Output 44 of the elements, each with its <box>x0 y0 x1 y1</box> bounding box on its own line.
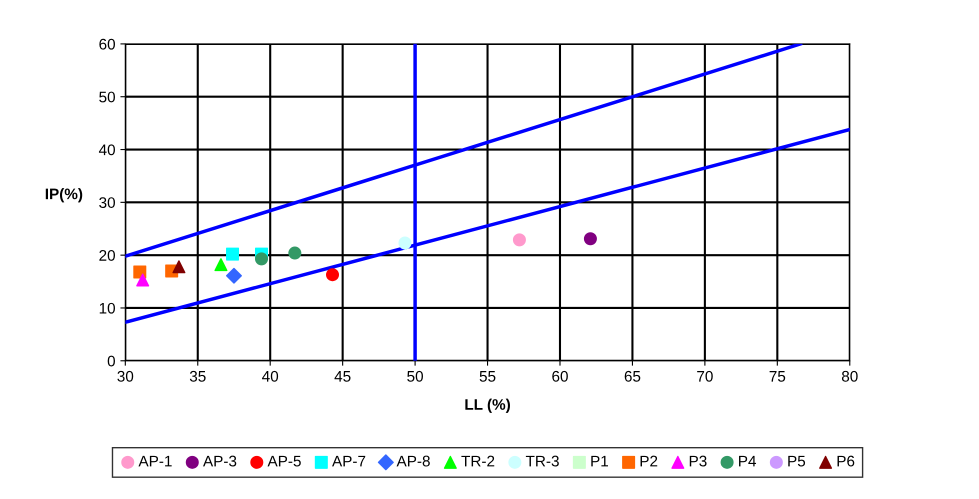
y-tick-label: 10 <box>100 302 115 314</box>
legend-label: P4 <box>739 456 756 466</box>
point <box>226 248 240 261</box>
x-tick-label: 60 <box>552 370 568 382</box>
x-axis-title: LL (%) <box>465 398 510 413</box>
legend-label: P3 <box>690 456 707 466</box>
legend-label: TR-3 <box>526 456 559 466</box>
x-tick-label: 55 <box>480 371 496 382</box>
y-tick-label: 30 <box>99 197 115 208</box>
y-tick-label: 50 <box>99 92 115 102</box>
x-tick-label: 80 <box>842 370 858 382</box>
y-tick-label: 60 <box>99 38 115 50</box>
legend-label: P1 <box>591 456 608 466</box>
x-tick-label: 70 <box>697 370 713 382</box>
point <box>584 232 597 246</box>
point <box>226 268 242 284</box>
point <box>288 246 302 260</box>
point <box>214 258 228 272</box>
y-tick-label: 0 <box>108 356 115 366</box>
point <box>255 252 268 266</box>
x-tick-label: 65 <box>624 370 640 382</box>
legend-label: P6 <box>838 456 854 466</box>
legend-label: AP-5 <box>268 456 301 466</box>
y-tick-label: 40 <box>98 144 115 156</box>
x-tick-label: 50 <box>407 370 423 382</box>
point <box>326 268 340 282</box>
x-tick-label: 40 <box>262 370 278 382</box>
point <box>172 260 186 274</box>
legend-label: AP-7 <box>332 456 366 466</box>
x-tick-label: 35 <box>190 370 206 382</box>
x-tick-label: 30 <box>117 370 134 382</box>
point <box>512 233 526 246</box>
legend-label: P5 <box>788 456 806 466</box>
y-tick-label: 20 <box>99 250 115 261</box>
legend-label: AP-1 <box>138 456 172 466</box>
legend-label: TR-2 <box>461 456 494 466</box>
y-axis-title: IP(%) <box>46 188 82 202</box>
legend-label: AP-3 <box>203 456 236 466</box>
point <box>398 236 412 250</box>
x-tick-label: 75 <box>770 371 786 382</box>
x-tick-label: 45 <box>334 371 351 382</box>
legend-label: AP-8 <box>396 456 430 466</box>
point <box>136 273 150 286</box>
legend-label: P2 <box>640 456 658 466</box>
